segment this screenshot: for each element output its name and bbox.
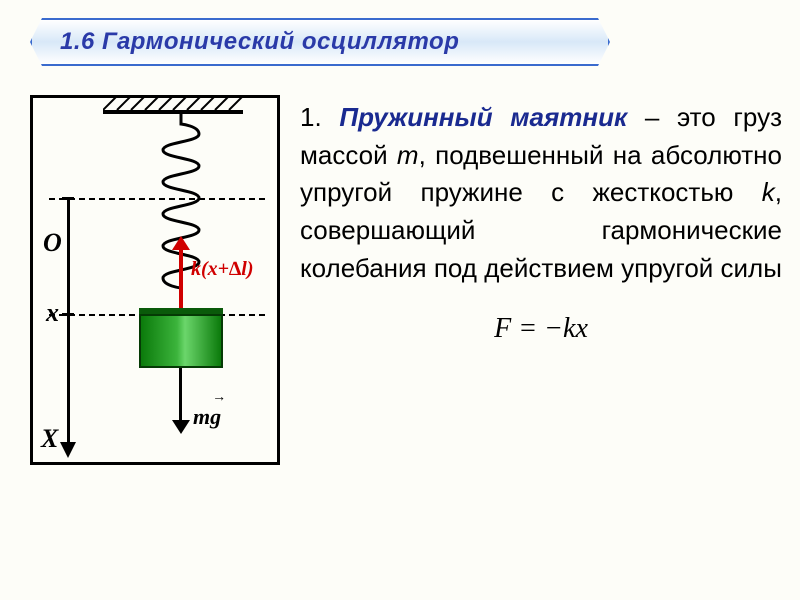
def-var-k: k [762, 177, 775, 207]
def-dash: – [627, 102, 677, 132]
hooke-formula: F = −kx [300, 309, 782, 350]
spring-force-arrow-icon [172, 236, 190, 250]
spring-pendulum-diagram: O x X k(x+∆l) mg [30, 95, 280, 465]
x-axis-arrow-icon [60, 442, 76, 458]
label-displacement: x [46, 298, 59, 328]
ceiling-hatch [103, 96, 243, 110]
x-axis [67, 198, 70, 446]
spring-force-vector [179, 242, 183, 316]
def-number: 1. [300, 102, 322, 132]
section-title: 1.6 Гармонический осциллятор [60, 28, 459, 56]
gravity-arrow-icon [172, 420, 190, 434]
def-var-m: m [397, 140, 419, 170]
label-axis: X [41, 424, 58, 454]
origin-tick [62, 197, 74, 200]
label-spring-force: k(x+∆l) [191, 258, 254, 281]
mass-block [139, 314, 223, 368]
spring-icon [161, 114, 201, 242]
equilibrium-line [49, 198, 265, 200]
label-gravity-m: m [193, 404, 210, 429]
definition-text: 1. Пружинный маятник – это груз массой m… [300, 95, 782, 465]
section-header-banner: 1.6 Гармонический осциллятор [30, 18, 610, 66]
label-gravity-g: g [210, 404, 221, 429]
content-area: O x X k(x+∆l) mg 1. Пружинный маятник – … [30, 95, 782, 465]
label-origin: O [43, 228, 62, 258]
def-term: Пружинный маятник [339, 102, 627, 132]
label-gravity: mg [193, 404, 221, 430]
x-tick [62, 313, 74, 316]
gravity-vector [179, 368, 182, 424]
